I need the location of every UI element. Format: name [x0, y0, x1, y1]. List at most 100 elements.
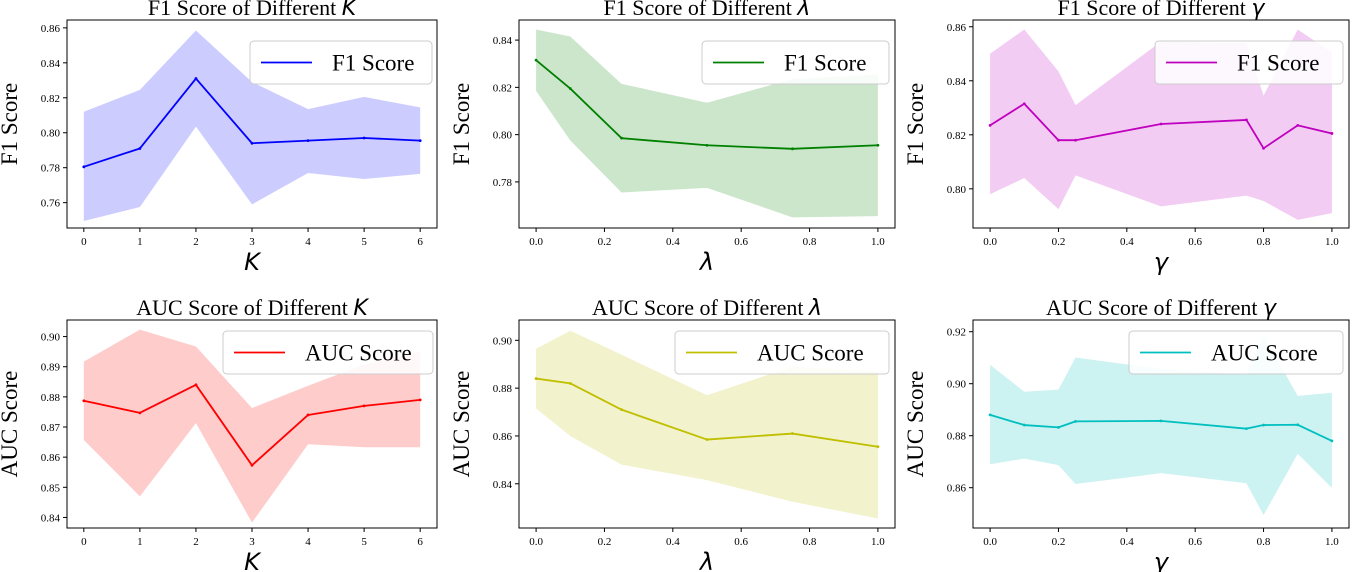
x-tick-label: 5	[361, 236, 367, 248]
x-tick-label: 0.2	[598, 536, 612, 548]
confidence-band	[83, 329, 421, 523]
legend-label: F1 Score	[1237, 51, 1319, 76]
x-tick-label: 0.6	[1188, 236, 1202, 248]
chart-title-symbol: λ	[796, 0, 810, 21]
chart-panel-4: 0.0 0.2 0.4 0.6 0.8 1.0 0.84 0.86 0.88 0.90 AUC Sc…	[449, 295, 896, 572]
data-point	[1296, 123, 1300, 127]
data-point	[138, 147, 142, 150]
x-tick-label: 0.2	[1052, 236, 1066, 248]
y-tick-label: 0.78	[493, 177, 513, 189]
data-point	[82, 165, 86, 169]
y-axis-label: AUC Score	[449, 371, 474, 478]
legend: AUC Score	[222, 330, 434, 375]
data-point	[1057, 138, 1060, 142]
y-tick-label: 0.84	[41, 58, 61, 70]
data-point	[988, 123, 992, 127]
y-tick-label: 0.84	[947, 76, 967, 88]
legend-box	[1128, 330, 1344, 375]
y-tick-label: 0.88	[947, 431, 967, 443]
data-point	[1159, 419, 1163, 423]
legend-box	[222, 330, 434, 375]
data-point	[1330, 132, 1334, 135]
x-axis-label: K	[244, 248, 262, 276]
y-axis-label: AUC Score	[0, 371, 22, 478]
legend-label: AUC Score	[1211, 341, 1318, 366]
x-axis-label: λ	[698, 248, 714, 276]
y-axis-label: F1 Score	[903, 83, 928, 165]
data-point	[988, 413, 992, 417]
x-tick-label: 1.0	[1325, 536, 1339, 548]
legend-label: AUC Score	[305, 341, 412, 366]
y-tick-label: 0.82	[947, 130, 966, 142]
y-tick-label: 0.82	[41, 93, 60, 105]
x-tick-label: 0.4	[1120, 236, 1134, 248]
data-point	[1074, 138, 1077, 142]
data-point	[1159, 122, 1163, 126]
chart-title: F1 Score of Different λ	[604, 0, 811, 21]
y-tick-label: 0.92	[947, 327, 966, 339]
y-tick-label: 0.76	[41, 198, 61, 210]
chart-title: F1 Score of Different γ	[1058, 0, 1266, 21]
data-point	[138, 411, 142, 415]
data-point	[1330, 439, 1334, 443]
y-tick-label: 0.87	[41, 422, 61, 434]
data-point	[705, 143, 709, 147]
data-point	[620, 408, 623, 412]
data-point	[1074, 420, 1077, 423]
data-point	[250, 463, 254, 467]
data-point	[1022, 423, 1026, 427]
x-axis-label: λ	[698, 548, 714, 572]
data-point	[1262, 146, 1265, 150]
data-point	[568, 381, 572, 385]
chart-title-symbol: K	[353, 296, 369, 321]
y-tick-label: 0.85	[41, 482, 61, 494]
chart-panel-3: 0 1 2 3 4 5 6 0.84 0.85 0.86 0.87 0.88 0.89 0.90 AUC S…	[0, 295, 438, 572]
x-tick-label: 3	[249, 236, 255, 248]
y-tick-label: 0.80	[493, 130, 513, 142]
x-tick-label: 4	[305, 536, 311, 548]
data-point	[1245, 427, 1248, 431]
data-point	[306, 413, 310, 417]
chart-title: AUC Score of Different λ	[592, 295, 822, 321]
chart-title-text: AUC Score of Different	[1046, 295, 1263, 320]
legend-label: AUC Score	[757, 341, 864, 366]
y-tick-label: 0.86	[41, 23, 61, 35]
data-point	[194, 77, 198, 80]
legend-box	[249, 40, 433, 85]
y-tick-label: 0.86	[493, 431, 513, 443]
x-tick-label: 0.6	[1188, 536, 1202, 548]
y-tick-label: 0.84	[493, 35, 513, 47]
chart-title-symbol: K	[342, 0, 358, 21]
x-tick-label: 0.0	[529, 536, 543, 548]
x-tick-label: 1.0	[1325, 236, 1339, 248]
data-point	[534, 58, 538, 62]
y-tick-label: 0.90	[493, 335, 513, 347]
x-tick-label: 0.0	[529, 236, 543, 248]
chart-title-text: F1 Score of Different	[148, 0, 342, 20]
x-tick-label: 6	[417, 236, 423, 248]
x-tick-label: 0.2	[598, 236, 612, 248]
x-tick-label: 4	[305, 236, 311, 248]
chart-title-text: AUC Score of Different	[136, 295, 353, 320]
data-point	[1245, 118, 1248, 122]
plot-frame	[972, 19, 1350, 229]
data-point	[306, 139, 310, 143]
chart-title-symbol: γ	[1251, 0, 1265, 21]
chart-title: AUC Score of Different K	[136, 295, 369, 321]
legend: F1 Score	[701, 40, 890, 85]
data-point	[791, 432, 794, 435]
x-tick-label: 5	[361, 536, 367, 548]
chart-title-text: AUC Score of Different	[592, 295, 809, 320]
y-tick-label: 0.86	[947, 22, 967, 34]
data-point	[362, 404, 366, 408]
data-point	[1022, 102, 1026, 106]
x-tick-label: 1.0	[871, 236, 885, 248]
data-point	[1262, 423, 1265, 427]
data-point	[791, 147, 794, 151]
legend-label: F1 Score	[784, 51, 866, 76]
x-axis-label: γ	[1154, 248, 1170, 276]
y-axis-label: AUC Score	[903, 371, 928, 478]
data-point	[876, 143, 880, 147]
legend-box	[701, 40, 890, 85]
